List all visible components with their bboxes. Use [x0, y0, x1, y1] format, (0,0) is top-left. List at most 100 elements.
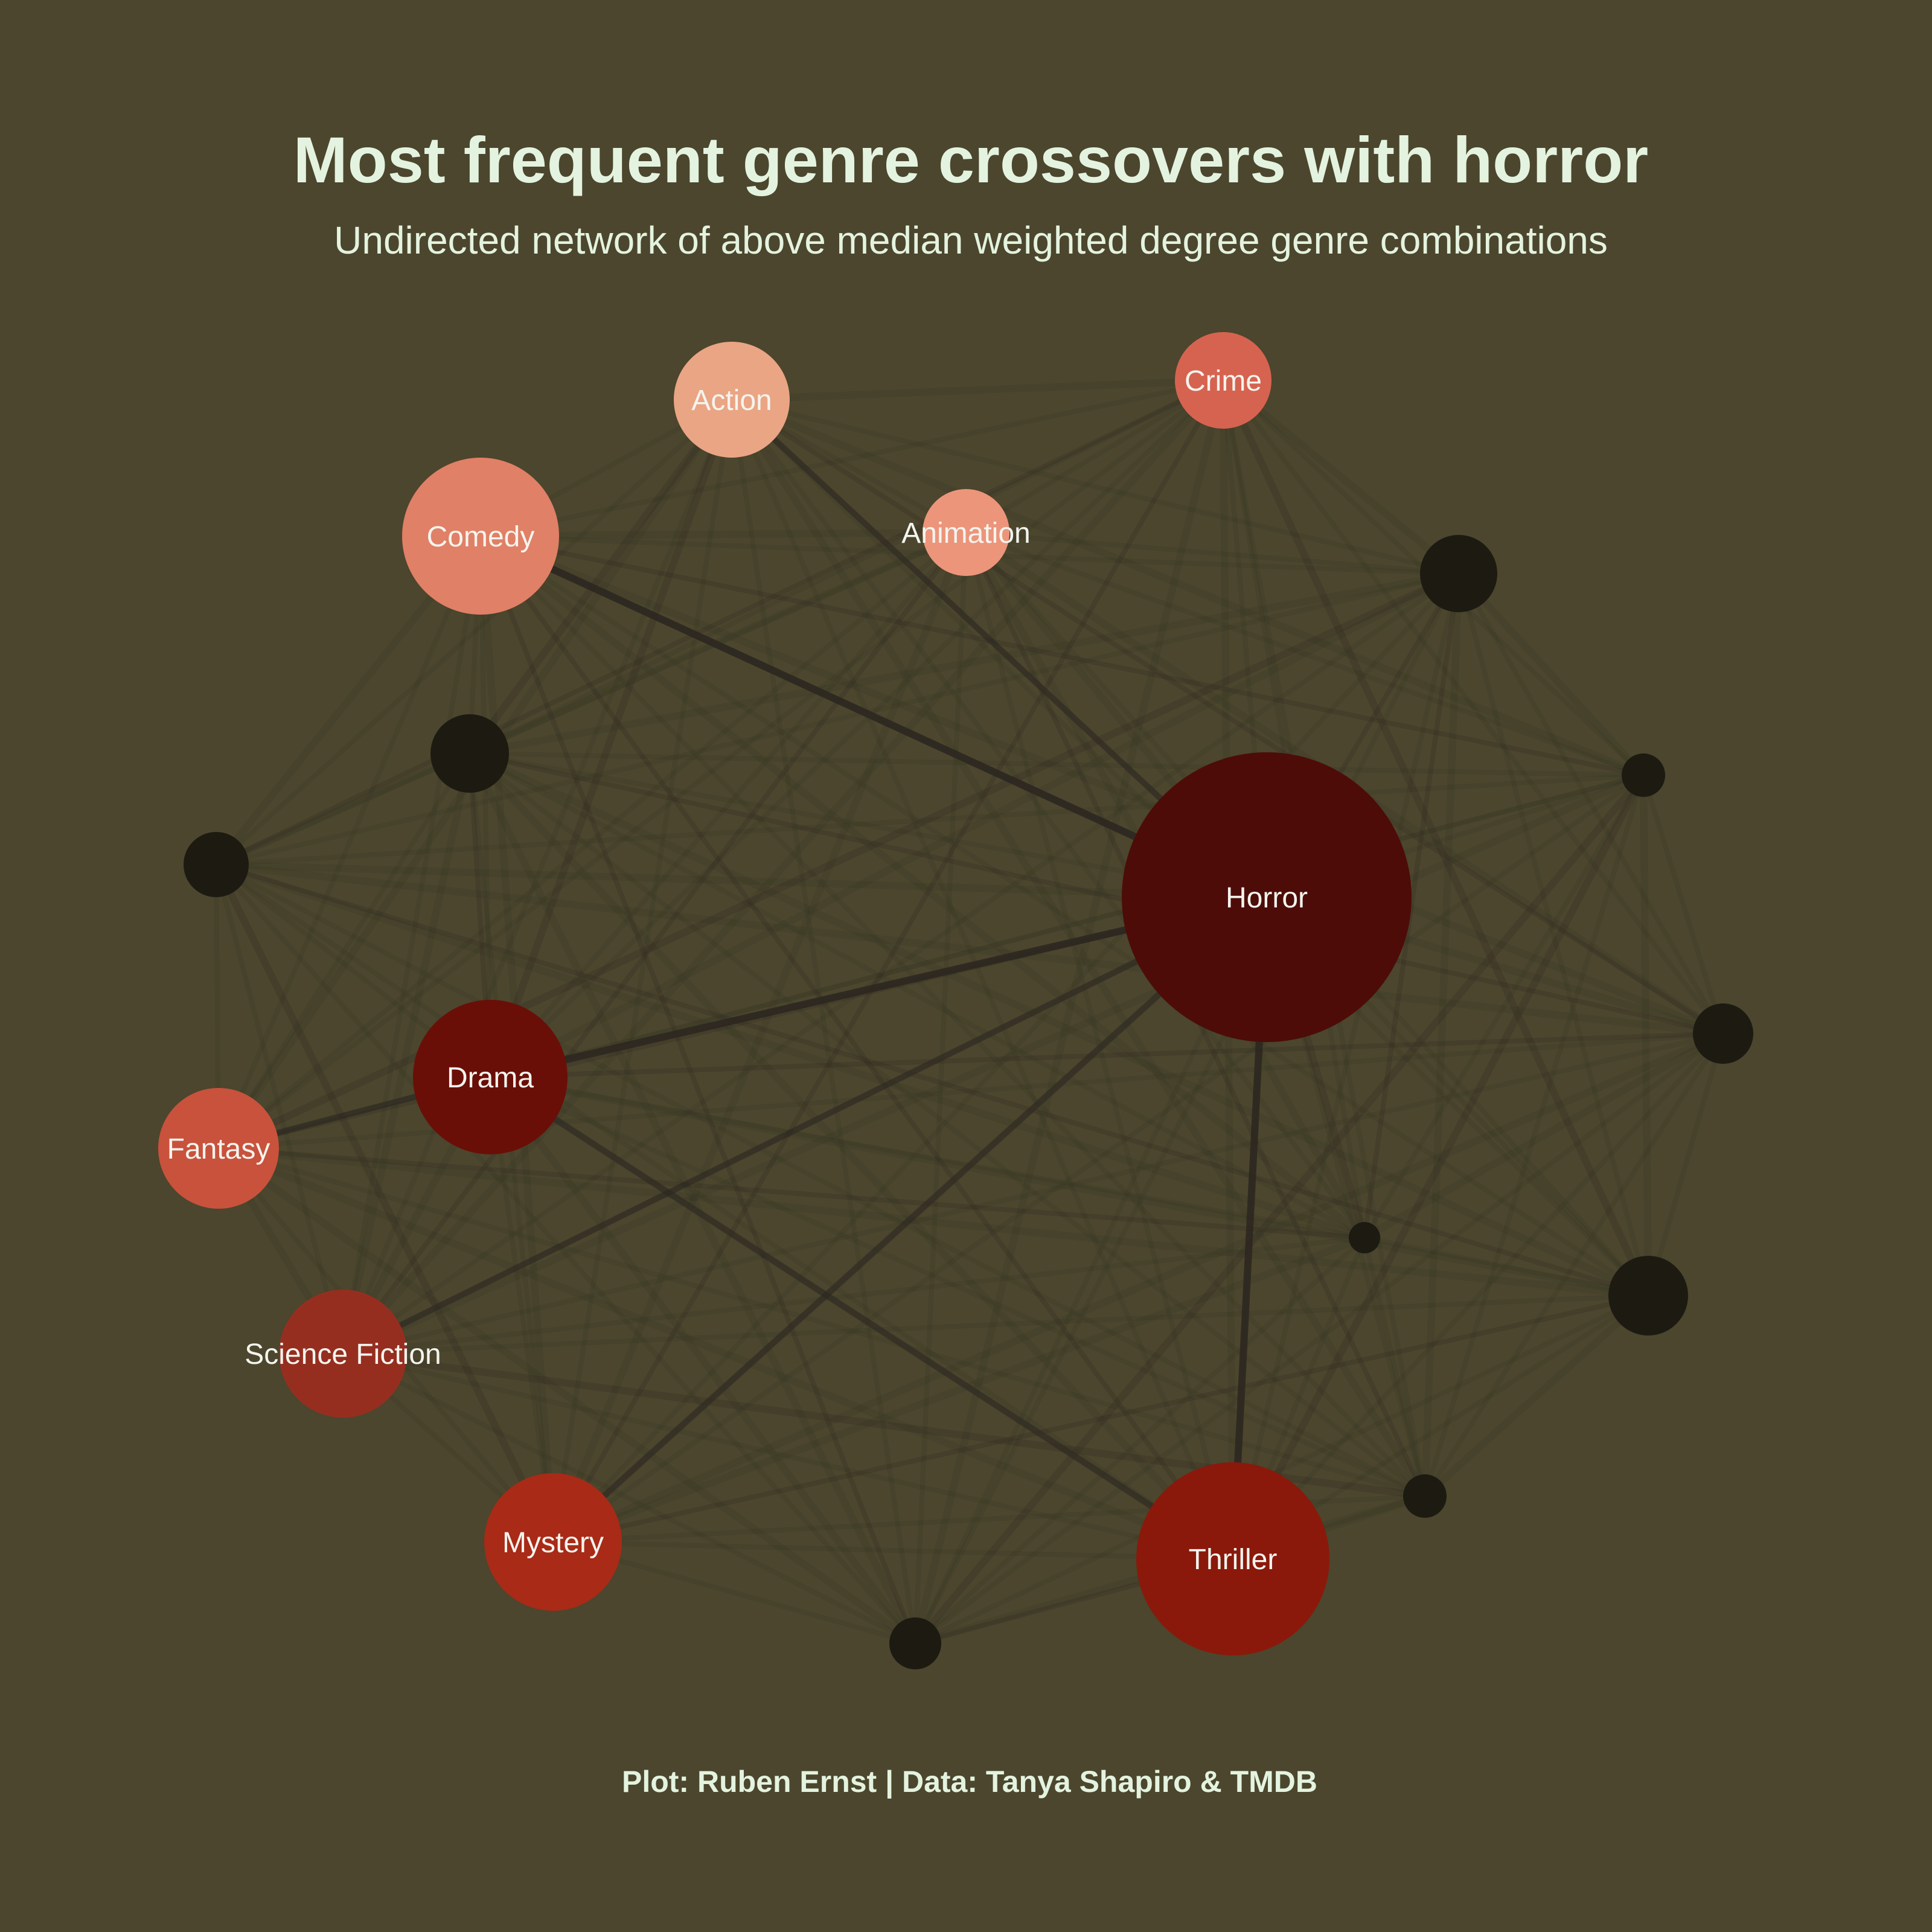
- chart-subtitle: Undirected network of above median weigh…: [334, 219, 1608, 262]
- edge-drama-u7: [487, 1075, 918, 1646]
- node-circle-horror: [1122, 752, 1412, 1042]
- node-circle-thriller: [1136, 1462, 1329, 1655]
- edge-thriller-u9: [214, 862, 1235, 1561]
- edge-mystery-animation: [549, 531, 970, 1544]
- node-thriller: Thriller: [1136, 1462, 1329, 1655]
- edge-science-fiction-u3: [342, 1031, 1724, 1356]
- node-mystery: Mystery: [484, 1473, 622, 1611]
- edge-science-fiction-u2: [341, 772, 1645, 1357]
- node-circle-mystery: [484, 1473, 622, 1611]
- edge-drama-animation: [488, 531, 968, 1079]
- edge-u6-u7: [913, 1236, 1366, 1645]
- edge-comedy-u6: [478, 533, 1367, 1241]
- node-label-action: Action: [691, 385, 772, 417]
- node-animation: Animation: [901, 489, 1031, 576]
- edge-u3-u4: [1646, 1032, 1726, 1297]
- edge-u2-u4: [1640, 775, 1652, 1296]
- edge-thriller-comedy: [478, 534, 1235, 1561]
- edge-u2-u5: [1422, 774, 1646, 1497]
- node-u9: [184, 832, 249, 897]
- edge-science-fiction-u1: [341, 571, 1460, 1356]
- node-circle-u8: [430, 714, 509, 793]
- edge-animation-u9: [214, 529, 968, 868]
- edge-science-fiction-u7: [342, 1351, 916, 1646]
- node-label-thriller: Thriller: [1189, 1544, 1278, 1576]
- edge-science-fiction-u9: [214, 863, 345, 1355]
- node-circle-drama: [413, 1000, 568, 1154]
- edge-u5-u9: [215, 862, 1426, 1499]
- node-comedy: Comedy: [402, 458, 559, 615]
- edge-thriller-u8: [467, 750, 1236, 1562]
- edge-thriller-action: [729, 398, 1235, 1560]
- edge-action-u9: [214, 398, 734, 866]
- edge-comedy-u4: [479, 534, 1650, 1298]
- edge-u4-u6: [1364, 1235, 1649, 1298]
- edge-science-fiction-animation: [341, 531, 968, 1355]
- edge-u1-u2: [1456, 571, 1646, 778]
- edge-u1-u7: [913, 572, 1461, 1645]
- strong-edge-drama-thriller: [488, 1074, 1235, 1562]
- edge-fantasy-u5: [217, 1146, 1426, 1499]
- node-crime: Crime: [1175, 332, 1271, 429]
- node-circle-comedy: [402, 458, 559, 615]
- edge-crime-u3: [1221, 379, 1726, 1035]
- edge-drama-mystery: [488, 1076, 555, 1543]
- edge-mystery-u1: [551, 572, 1460, 1544]
- node-label-animation: Animation: [901, 517, 1030, 549]
- edge-crime-animation: [964, 378, 1225, 535]
- edge-mystery-crime: [551, 379, 1226, 1543]
- node-u4: [1608, 1256, 1688, 1335]
- edge-fantasy-u7: [216, 1145, 918, 1646]
- edge-drama-comedy: [478, 536, 493, 1078]
- node-circle-science-fiction: [279, 1290, 407, 1418]
- edge-crime-u9: [215, 378, 1224, 867]
- edge-crime-u1: [1221, 377, 1461, 577]
- node-u2: [1622, 753, 1665, 797]
- edge-u2-u6: [1362, 773, 1646, 1239]
- node-circle-fantasy: [158, 1088, 279, 1209]
- edge-u6-u8: [469, 751, 1366, 1240]
- edge-layer: [213, 377, 1726, 1647]
- node-u3: [1693, 1003, 1753, 1064]
- node-circle-action: [674, 342, 790, 458]
- edge-action-u2: [730, 396, 1645, 779]
- edge-action-u3: [730, 397, 1725, 1036]
- edge-thriller-u1: [1230, 573, 1461, 1559]
- edge-u2-u3: [1641, 774, 1726, 1035]
- node-u7: [889, 1617, 941, 1669]
- edge-u2-u8: [469, 751, 1644, 778]
- edge-u1-u4: [1456, 572, 1651, 1297]
- edge-thriller-fantasy: [217, 1145, 1235, 1563]
- edge-fantasy-u6: [218, 1146, 1365, 1240]
- edge-crime-u4: [1220, 379, 1652, 1297]
- caption: Plot: Ruben Ernst | Data: Tanya Shapiro …: [622, 1765, 1317, 1799]
- edge-u4-u5: [1422, 1293, 1651, 1499]
- edge-comedy-u5: [479, 534, 1427, 1498]
- edge-fantasy-animation: [217, 530, 968, 1151]
- edge-u7-u8: [466, 752, 919, 1645]
- strong-edge-horror-science-fiction: [341, 894, 1268, 1357]
- node-circle-u4: [1608, 1256, 1688, 1335]
- node-fantasy: Fantasy: [158, 1088, 279, 1209]
- node-label-horror: Horror: [1226, 882, 1308, 914]
- node-u1: [1420, 535, 1497, 612]
- edge-u3-u5: [1422, 1032, 1726, 1498]
- edge-comedy-u7: [478, 535, 918, 1645]
- edge-drama-u6: [490, 1075, 1365, 1240]
- edge-science-fiction-action: [341, 398, 734, 1355]
- edge-fantasy-crime: [217, 378, 1225, 1151]
- node-label-crime: Crime: [1185, 365, 1262, 397]
- node-circle-u2: [1622, 753, 1665, 797]
- node-layer: Horror Thriller Drama Mystery Science Fictio…: [158, 332, 1753, 1669]
- edge-thriller-u3: [1231, 1032, 1725, 1561]
- edge-horror-u9: [216, 861, 1267, 901]
- node-circle-u5: [1403, 1474, 1447, 1518]
- edge-u3-u7: [913, 1031, 1725, 1646]
- edge-action-u8: [467, 397, 735, 756]
- edge-thriller-science-fiction: [342, 1351, 1233, 1561]
- edge-action-u7: [729, 399, 918, 1644]
- node-u8: [430, 714, 509, 793]
- edge-mystery-u9: [213, 863, 557, 1544]
- edge-u1-u9: [216, 571, 1459, 867]
